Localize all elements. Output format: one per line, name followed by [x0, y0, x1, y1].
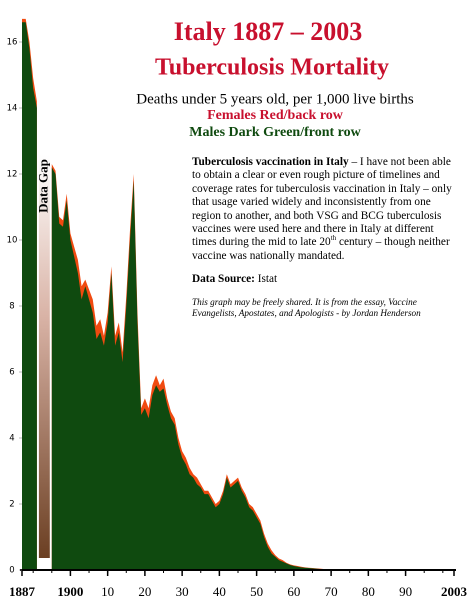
annotation-lead: Tuberculosis vaccination in Italy	[192, 156, 349, 168]
credit: This graph may be freely shared. It is f…	[192, 296, 421, 318]
annotation-tail: century – though neither vaccine was nat…	[192, 236, 450, 262]
area	[22, 22, 454, 570]
x-tick-label: 20	[138, 584, 151, 599]
y-tick-label: 12	[7, 170, 18, 180]
x-tick-label: 90	[399, 584, 412, 599]
x-tick-label: 60	[287, 584, 300, 599]
subtitle: Deaths under 5 years old, per 1,000 live…	[136, 91, 414, 107]
x-tick-label: 1900	[57, 584, 83, 599]
annotation-text: Tuberculosis vaccination in Italy – I ha…	[192, 156, 456, 263]
y-tick-label: 8	[9, 302, 14, 312]
legend-note: Males Dark Green/front row	[189, 125, 361, 140]
annotation: Tuberculosis vaccination in Italy – I ha…	[192, 156, 456, 329]
x-tick-label: 30	[176, 584, 189, 599]
y-tick-label: 6	[9, 368, 14, 378]
y-tick-label: 0	[9, 566, 14, 576]
x-tick-label: 80	[362, 584, 375, 599]
y-tick-label: 10	[7, 236, 18, 246]
y-tick-label: 14	[7, 104, 18, 114]
y-tick-label: 4	[9, 434, 14, 444]
x-tick-label: 2003	[441, 584, 468, 599]
legend-note: Females Red/back row	[207, 108, 344, 123]
source: Data Source: Istat	[192, 273, 456, 286]
x-tick-label: 70	[325, 584, 338, 599]
annotation-sup: th	[330, 234, 337, 243]
x-tick-label: 40	[213, 584, 226, 599]
x-tick-label: 1887	[9, 584, 36, 599]
chart-title: Tuberculosis Mortality	[155, 55, 389, 81]
x-tick-label: 10	[101, 584, 114, 599]
y-tick-label: 2	[9, 500, 14, 510]
data-gap	[38, 155, 50, 558]
y-tick-label: 16	[7, 38, 18, 48]
gap-label: Data Gap	[35, 159, 50, 213]
x-tick-label: 50	[250, 584, 263, 599]
annotation-body: – I have not been able to obtain a clear…	[192, 156, 452, 249]
source-name: Istat	[257, 273, 278, 286]
chart-title: Italy 1887 – 2003	[174, 17, 363, 46]
source-label: Data Source:	[192, 273, 255, 286]
